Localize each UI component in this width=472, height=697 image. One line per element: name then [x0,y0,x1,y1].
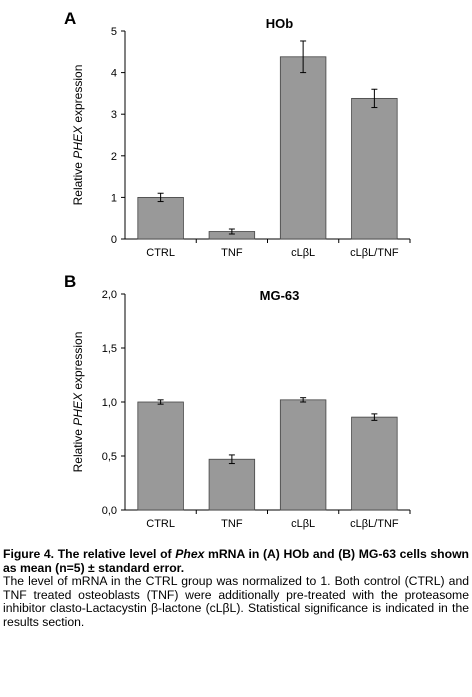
y-axis-label: Relative PHEX expression [71,332,85,473]
bar [279,399,327,511]
y-tick-label: 5 [111,26,117,38]
y-tick-label: 1,5 [102,343,117,355]
y-tick-label: 2 [111,151,117,163]
bar [137,196,184,240]
category-label: cLβL [291,518,315,530]
y-axis-label: Relative PHEX expression [71,65,85,206]
bar [208,458,256,511]
caption-lead: Figure 4. The relative level of Phex mRN… [3,547,469,575]
panel-letter: B [64,272,76,291]
bar [351,97,398,240]
category-label: CTRL [146,247,175,259]
panel-letter: A [64,9,76,28]
y-tick-label: 0,0 [102,505,117,517]
y-tick-label: 2,0 [102,289,117,301]
category-label: cLβL/TNF [350,247,399,259]
figure-caption: Figure 4. The relative level of Phex mRN… [3,547,469,630]
y-tick-label: 3 [111,109,117,121]
caption-body: The level of mRNA in the CTRL group was … [3,574,469,629]
chart-panel-a: A HOb 0 1 2 3 4 5 Relative PHEX expression CTRL TN… [64,9,411,259]
bar [137,401,184,511]
y-tick-label: 0 [111,234,117,246]
y-tick-label: 1,0 [102,397,117,409]
bar [351,416,398,511]
y-tick-label: 4 [111,68,117,80]
y-tick-label: 0,5 [102,451,117,463]
chart-panel-b: B MG-63 0,0 0,5 1,0 1,5 2,0 Relative PHEX expre… [64,272,411,530]
chart-title: MG-63 [260,288,300,303]
category-label: cLβL [291,247,315,259]
bar [279,56,327,240]
category-label: TNF [221,247,243,259]
figure: A HOb 0 1 2 3 4 5 Relative PHEX expression CTRL TN… [64,9,411,530]
category-label: TNF [221,518,243,530]
category-label: cLβL/TNF [350,518,399,530]
category-label: CTRL [146,518,175,530]
chart-title: HOb [266,16,294,31]
y-tick-label: 1 [111,192,117,204]
